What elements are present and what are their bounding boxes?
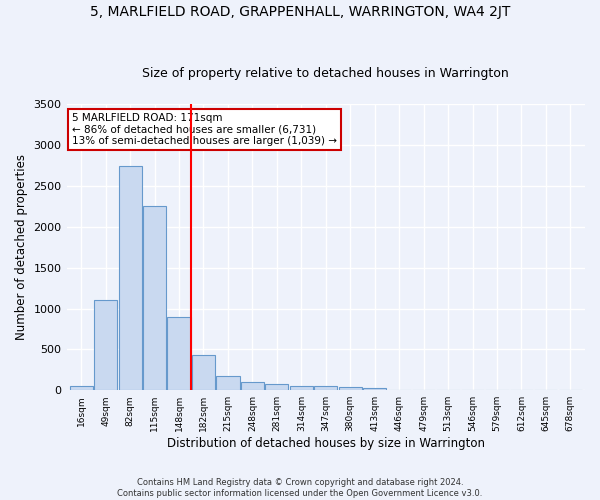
- Bar: [338, 388, 362, 390]
- Bar: [167, 316, 191, 390]
- Bar: [94, 300, 117, 390]
- Bar: [70, 386, 93, 390]
- Bar: [241, 382, 264, 390]
- Text: 5 MARLFIELD ROAD: 171sqm
← 86% of detached houses are smaller (6,731)
13% of sem: 5 MARLFIELD ROAD: 171sqm ← 86% of detach…: [72, 113, 337, 146]
- Text: 5, MARLFIELD ROAD, GRAPPENHALL, WARRINGTON, WA4 2JT: 5, MARLFIELD ROAD, GRAPPENHALL, WARRINGT…: [90, 5, 510, 19]
- Bar: [143, 206, 166, 390]
- Bar: [192, 356, 215, 390]
- Bar: [265, 384, 289, 390]
- Bar: [217, 376, 239, 390]
- Bar: [290, 386, 313, 390]
- X-axis label: Distribution of detached houses by size in Warrington: Distribution of detached houses by size …: [167, 437, 485, 450]
- Text: Contains HM Land Registry data © Crown copyright and database right 2024.
Contai: Contains HM Land Registry data © Crown c…: [118, 478, 482, 498]
- Y-axis label: Number of detached properties: Number of detached properties: [15, 154, 28, 340]
- Bar: [363, 388, 386, 390]
- Bar: [119, 166, 142, 390]
- Title: Size of property relative to detached houses in Warrington: Size of property relative to detached ho…: [142, 66, 509, 80]
- Bar: [314, 386, 337, 390]
